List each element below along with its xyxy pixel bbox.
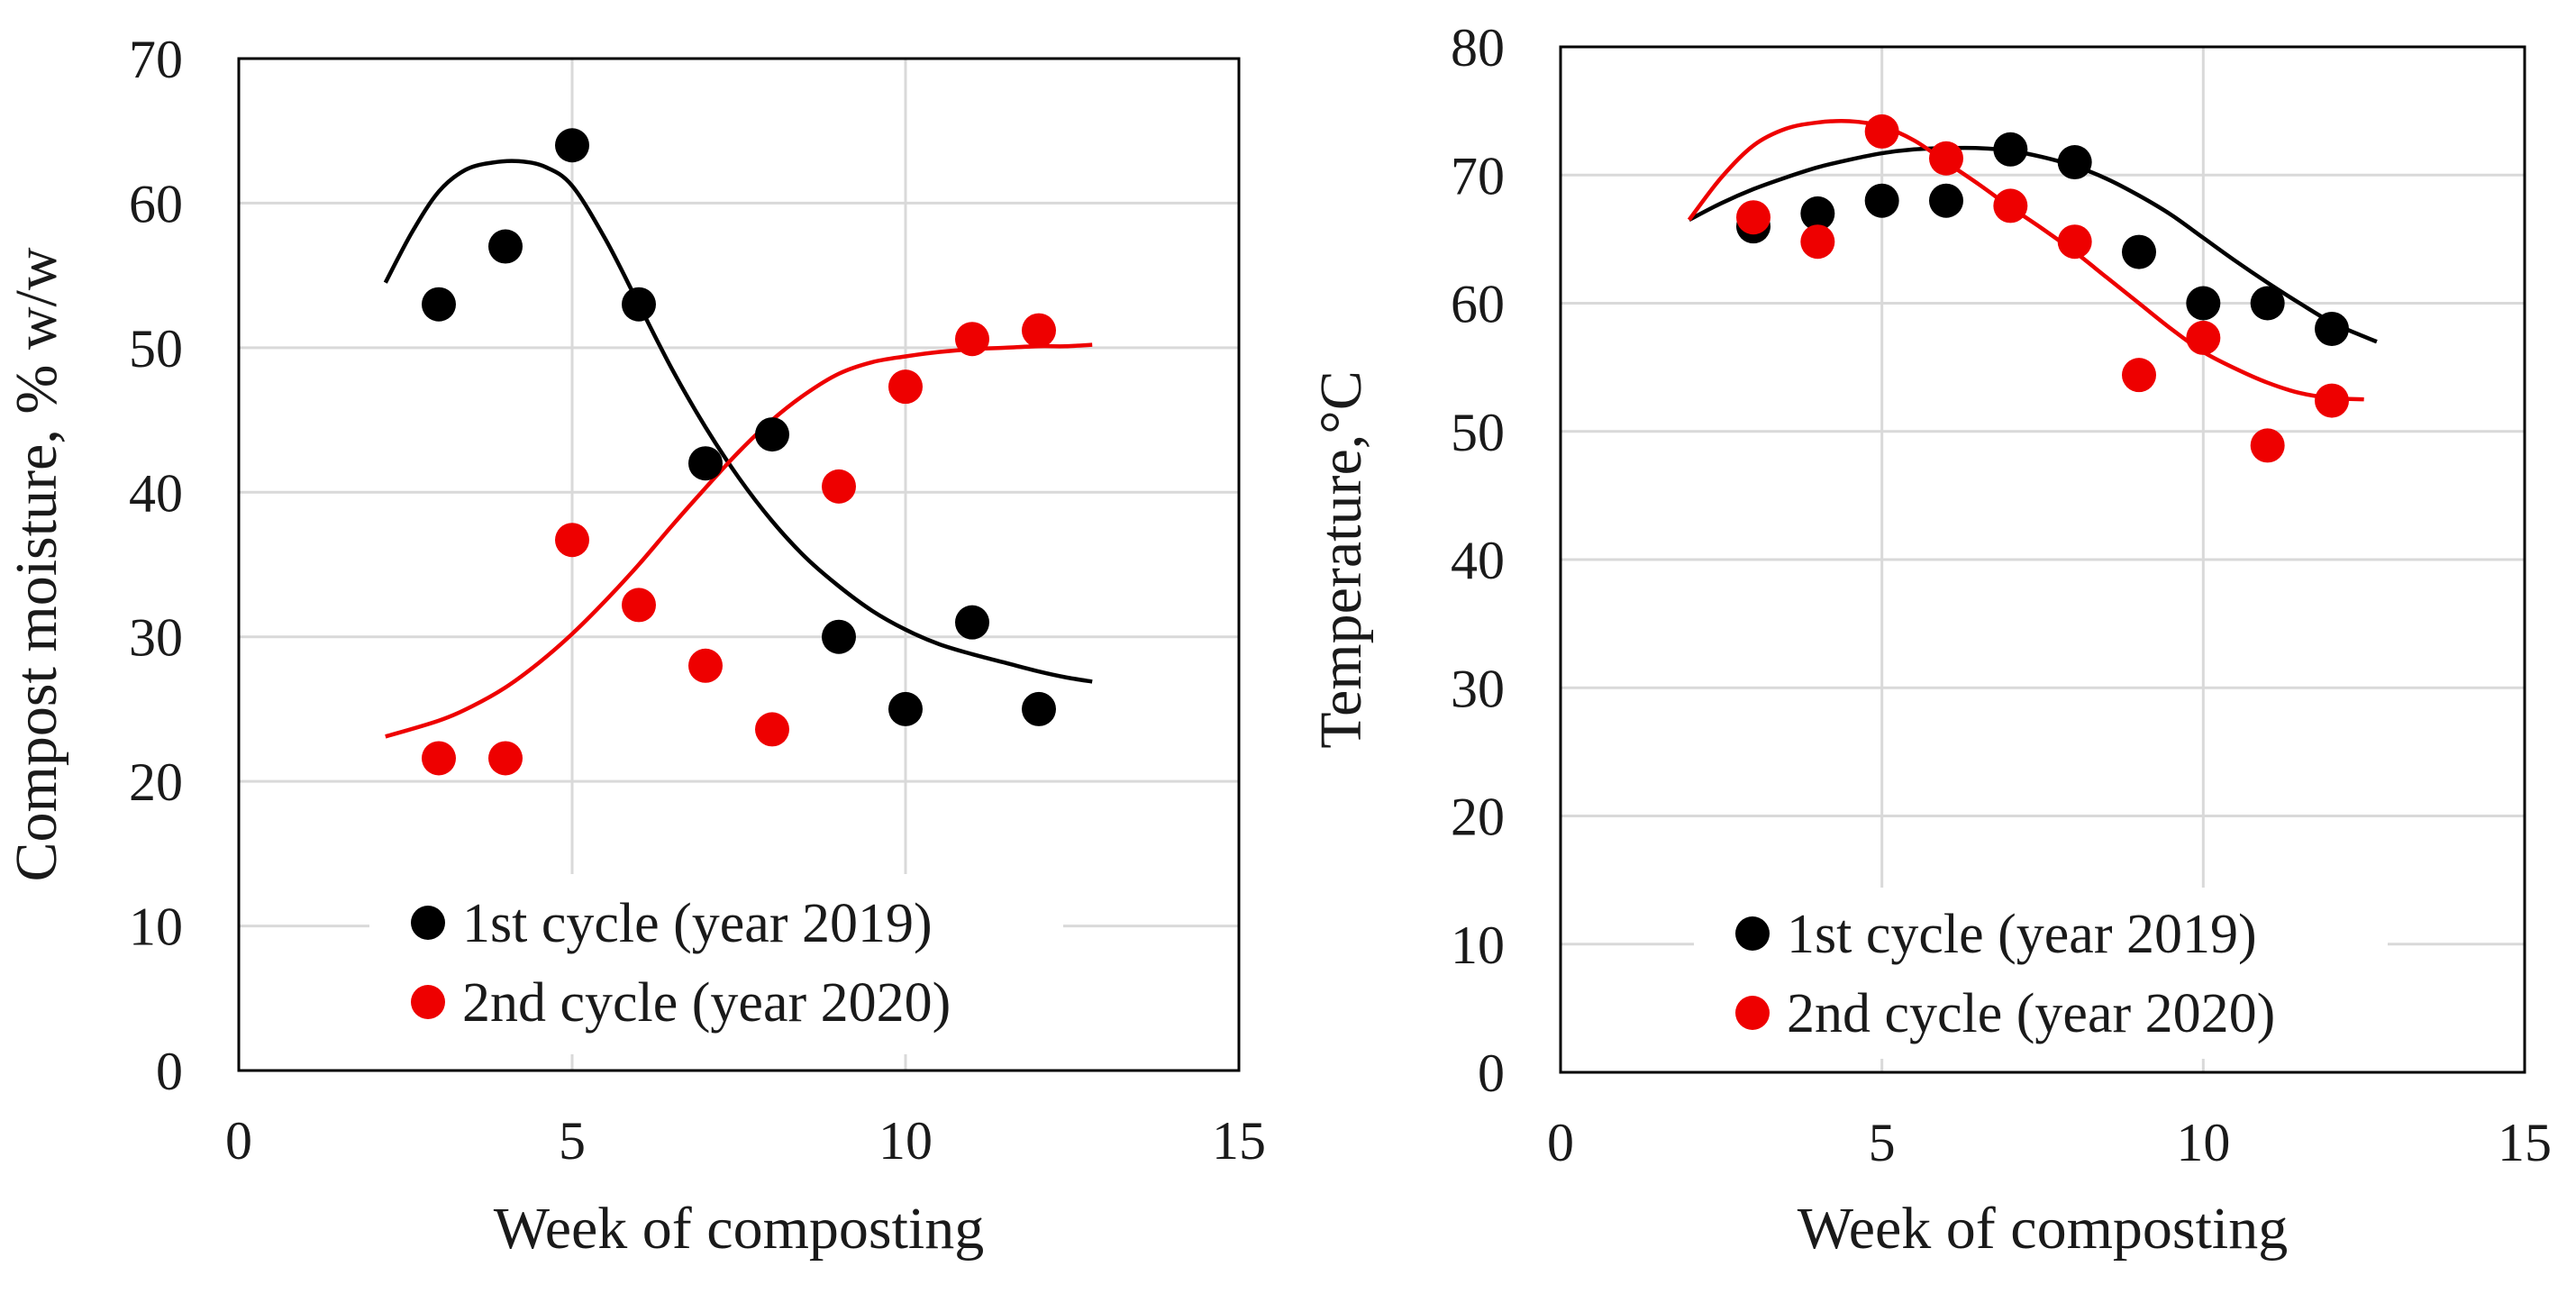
- y-tick-label: 60: [129, 174, 183, 233]
- x-tick-label: 5: [559, 1111, 586, 1171]
- data-point-series-1: [2122, 234, 2156, 269]
- legend-background: [1694, 888, 2388, 1059]
- legend-label-series-2: 2nd cycle (year 2020): [1787, 983, 2275, 1044]
- data-point-series-2: [1993, 188, 2028, 223]
- data-point-series-2: [622, 588, 656, 623]
- data-point-series-2: [1800, 224, 1835, 260]
- trend-line-series-2: [1687, 118, 2364, 402]
- data-point-series-1: [2250, 286, 2285, 321]
- data-point-series-1: [688, 446, 723, 481]
- data-point-series-2: [1929, 141, 1963, 176]
- data-point-series-1: [1800, 196, 1835, 231]
- y-tick-label: 60: [1451, 275, 1505, 334]
- data-point-series-1: [2315, 311, 2349, 346]
- data-point-series-1: [2057, 145, 2092, 180]
- y-tick-label: 30: [1451, 659, 1505, 718]
- moisture-chart: 0 5 10 15 0 10 20 30 40 50 60 70 Week of composting C…: [4, 30, 1266, 1262]
- data-point-series-2: [1736, 200, 1770, 235]
- legend-marker-series-2: [1735, 996, 1770, 1030]
- y-tick-label: 10: [1451, 916, 1505, 975]
- data-point-series-1: [1864, 183, 1899, 218]
- y-tick-label: 20: [1451, 788, 1505, 847]
- temperature-chart: 0 5 10 15 0 10 20 30 40 50 60 70 80 Week of compostin…: [1308, 18, 2552, 1262]
- y-tick-label: 50: [129, 319, 183, 378]
- data-point-series-2: [888, 369, 923, 405]
- legend-marker-series-2: [411, 985, 445, 1019]
- trend-line-series-1: [1688, 145, 2378, 344]
- legend-label-series-2: 2nd cycle (year 2020): [462, 972, 951, 1034]
- data-point-series-2: [822, 469, 856, 504]
- x-tick-label: 5: [1869, 1113, 1896, 1172]
- y-tick-label: 80: [1451, 18, 1505, 77]
- data-point-series-2: [422, 741, 456, 776]
- trend-line-series-1: [383, 159, 1093, 684]
- y-tick-label: 10: [129, 898, 183, 957]
- y-tick-label: 50: [1451, 403, 1505, 462]
- data-point-series-1: [755, 417, 789, 452]
- x-axis-title: Week of composting: [494, 1196, 985, 1262]
- data-point-series-2: [1864, 114, 1899, 149]
- data-point-series-2: [2315, 383, 2349, 418]
- data-point-series-2: [2057, 224, 2092, 260]
- legend-marker-series-1: [411, 906, 445, 940]
- data-point-series-1: [622, 287, 656, 322]
- legend-label-series-1: 1st cycle (year 2019): [1787, 904, 2257, 965]
- data-point-series-1: [1993, 132, 2028, 167]
- x-tick-label: 10: [2176, 1113, 2230, 1172]
- x-tick-label: 0: [1547, 1113, 1574, 1172]
- data-point-series-2: [688, 648, 723, 683]
- data-point-series-2: [555, 523, 589, 558]
- plot-frame: [1559, 45, 2526, 1074]
- data-point-series-1: [422, 287, 456, 322]
- data-point-series-2: [2122, 358, 2156, 393]
- legend-label-series-1: 1st cycle (year 2019): [462, 893, 933, 954]
- data-point-series-1: [888, 691, 923, 726]
- data-point-series-1: [555, 128, 589, 163]
- legend-background: [369, 874, 1063, 1054]
- trend-line-series-2: [385, 342, 1093, 739]
- y-tick-label: 40: [1451, 531, 1505, 590]
- data-point-series-1: [955, 605, 989, 640]
- y-axis-title: Compost moisture, % w/w: [4, 247, 69, 881]
- data-point-series-1: [1022, 691, 1056, 726]
- y-tick-label: 0: [1478, 1043, 1505, 1103]
- y-tick-label: 0: [156, 1042, 183, 1101]
- data-point-series-2: [1022, 313, 1056, 348]
- plot-frame: [237, 57, 1241, 1072]
- data-point-series-2: [955, 322, 989, 357]
- data-point-series-1: [1929, 183, 1963, 218]
- data-point-series-2: [2186, 320, 2221, 355]
- data-point-series-1: [488, 229, 523, 264]
- data-point-series-2: [2250, 428, 2285, 463]
- x-tick-label: 15: [2498, 1113, 2552, 1172]
- y-tick-label: 20: [129, 752, 183, 812]
- y-axis-title: Temperature,°C: [1308, 370, 1374, 748]
- data-point-series-2: [488, 741, 523, 776]
- data-point-series-2: [755, 712, 789, 747]
- data-point-series-1: [2186, 286, 2221, 321]
- x-tick-label: 10: [878, 1111, 933, 1171]
- y-tick-label: 40: [129, 463, 183, 523]
- x-tick-label: 15: [1212, 1111, 1266, 1171]
- y-tick-label: 30: [129, 608, 183, 668]
- y-tick-label: 70: [129, 30, 183, 89]
- legend-marker-series-1: [1735, 916, 1770, 951]
- y-tick-label: 70: [1451, 146, 1505, 205]
- x-tick-label: 0: [225, 1111, 252, 1171]
- data-point-series-1: [822, 619, 856, 654]
- x-axis-title: Week of composting: [1798, 1196, 2289, 1262]
